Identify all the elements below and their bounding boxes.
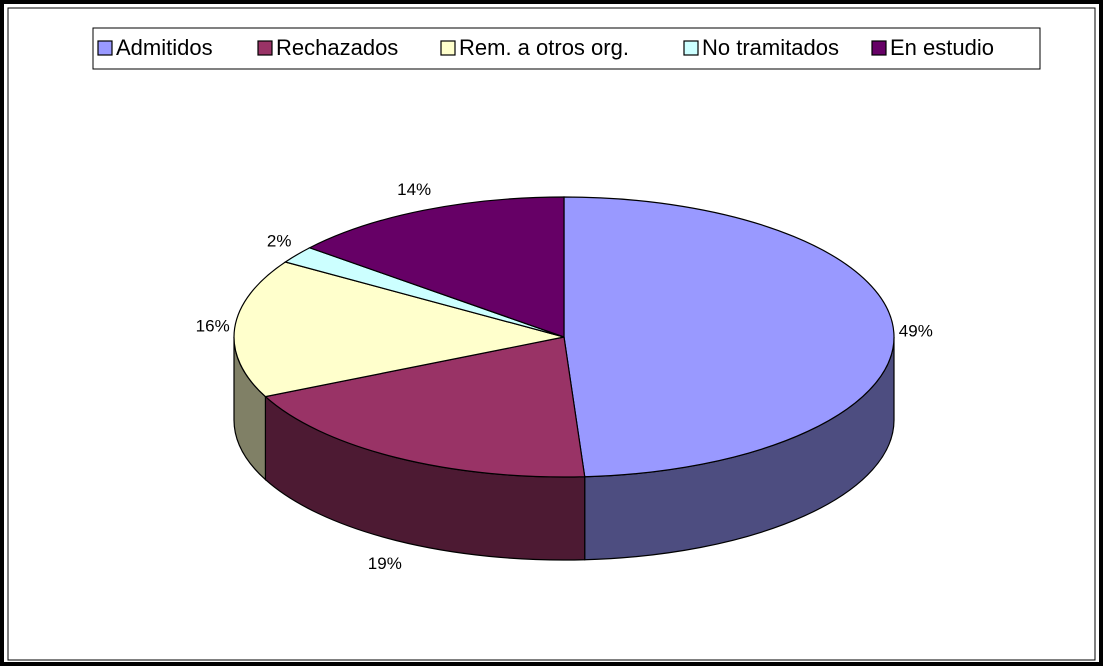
data-label: 19% (368, 554, 402, 573)
legend-swatch (683, 40, 699, 56)
legend-label: Rechazados (276, 35, 398, 60)
data-label: 49% (899, 321, 933, 340)
legend-swatch (257, 40, 273, 56)
data-label: 2% (267, 231, 292, 250)
data-label: 14% (397, 180, 431, 199)
legend-label: Rem. a otros org. (459, 35, 629, 60)
legend-label: En estudio (890, 35, 994, 60)
slice (233, 261, 565, 398)
legend-swatch (440, 40, 456, 56)
slice (308, 196, 565, 338)
legend-label: Admitidos (116, 35, 213, 60)
legend-label: No tramitados (702, 35, 839, 60)
slice (563, 196, 895, 478)
data-label: 16% (196, 316, 230, 335)
legend-swatch (97, 40, 113, 56)
slice (264, 336, 586, 478)
legend-swatch (871, 40, 887, 56)
